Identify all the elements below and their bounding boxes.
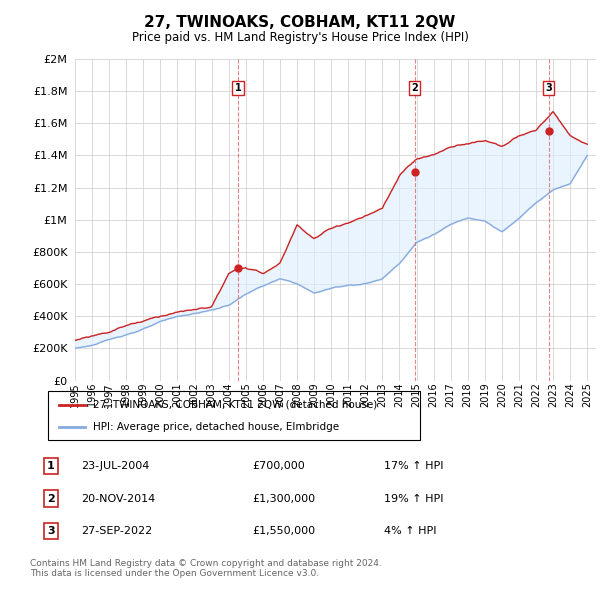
Text: 27-SEP-2022: 27-SEP-2022 bbox=[81, 526, 152, 536]
Text: Price paid vs. HM Land Registry's House Price Index (HPI): Price paid vs. HM Land Registry's House … bbox=[131, 31, 469, 44]
Text: £1,300,000: £1,300,000 bbox=[252, 494, 315, 503]
Text: 3: 3 bbox=[545, 83, 552, 93]
Text: 1: 1 bbox=[47, 461, 55, 471]
Text: This data is licensed under the Open Government Licence v3.0.: This data is licensed under the Open Gov… bbox=[30, 569, 319, 578]
Text: 27, TWINOAKS, COBHAM, KT11 2QW (detached house): 27, TWINOAKS, COBHAM, KT11 2QW (detached… bbox=[92, 399, 377, 409]
Text: 19% ↑ HPI: 19% ↑ HPI bbox=[384, 494, 443, 503]
Text: £1,550,000: £1,550,000 bbox=[252, 526, 315, 536]
Text: 2: 2 bbox=[47, 494, 55, 503]
Text: 1: 1 bbox=[235, 83, 241, 93]
Text: 20-NOV-2014: 20-NOV-2014 bbox=[81, 494, 155, 503]
Text: 2: 2 bbox=[411, 83, 418, 93]
Text: 3: 3 bbox=[47, 526, 55, 536]
Text: 17% ↑ HPI: 17% ↑ HPI bbox=[384, 461, 443, 471]
Text: 23-JUL-2004: 23-JUL-2004 bbox=[81, 461, 149, 471]
Text: £700,000: £700,000 bbox=[252, 461, 305, 471]
Text: 4% ↑ HPI: 4% ↑ HPI bbox=[384, 526, 437, 536]
Text: HPI: Average price, detached house, Elmbridge: HPI: Average price, detached house, Elmb… bbox=[92, 422, 339, 432]
Text: Contains HM Land Registry data © Crown copyright and database right 2024.: Contains HM Land Registry data © Crown c… bbox=[30, 559, 382, 568]
Text: 27, TWINOAKS, COBHAM, KT11 2QW: 27, TWINOAKS, COBHAM, KT11 2QW bbox=[145, 15, 455, 30]
